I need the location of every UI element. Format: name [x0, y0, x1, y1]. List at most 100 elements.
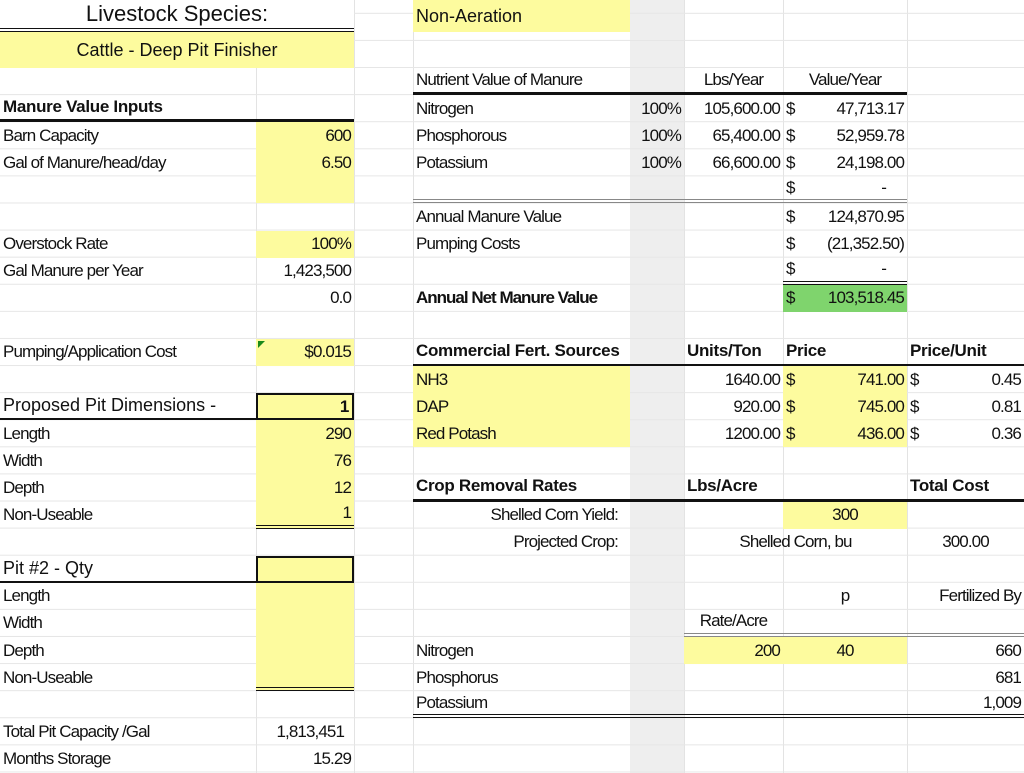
crop-nutrient-name: Phosphorus	[416, 667, 499, 687]
crop-total[interactable]: 660	[995, 640, 1022, 660]
crop-p-input[interactable]: 40	[783, 636, 907, 665]
nutrient-value[interactable]: $47,713.17	[783, 95, 907, 122]
amount: 103,518.45	[827, 288, 905, 308]
amount: 0.36	[991, 423, 1022, 443]
total-capacity-label: Total Pit Capacity /Gal	[3, 721, 150, 741]
pit1-nonuseable-label: Non-Useable	[3, 505, 93, 525]
barn-capacity-input[interactable]: 600	[256, 122, 354, 150]
net-value[interactable]: $103,518.45	[783, 284, 907, 312]
pit2-width-input[interactable]	[256, 609, 354, 637]
p-header: p	[840, 586, 850, 606]
yield-input[interactable]: 300	[783, 501, 907, 529]
nutrient-value[interactable]: $52,959.78	[783, 122, 907, 149]
crop-total[interactable]: 681	[995, 667, 1022, 687]
fert-units[interactable]: 1200.00	[724, 423, 781, 443]
pit1-depth-input[interactable]: 12	[256, 474, 354, 502]
nutrient-pct[interactable]: 100%	[641, 152, 682, 172]
system-type-cell[interactable]: Non-Aeration	[413, 0, 630, 32]
currency-symbol: $	[910, 369, 919, 389]
amount: 741.00	[857, 369, 905, 389]
nutrient-name: Nitrogen	[416, 98, 474, 118]
pumping-cost-label: Pumping/Application Cost	[3, 342, 177, 362]
pumping-costs-value[interactable]: $ (21,352.50)	[783, 231, 907, 258]
pit2-depth-label: Depth	[3, 640, 45, 660]
fert-name[interactable]: Red Potash	[413, 420, 630, 448]
amount: 24,198.00	[836, 152, 904, 172]
nutrient-lbs[interactable]: 65,400.00	[712, 125, 780, 145]
fert-unit-price[interactable]: $0.36	[907, 420, 1024, 447]
fert-unit-price[interactable]: $0.45	[907, 366, 1024, 393]
currency-symbol: $	[786, 207, 795, 227]
header-border	[783, 474, 907, 502]
amount: 0.45	[991, 369, 1022, 389]
annual-value[interactable]: $124,870.95	[783, 203, 907, 230]
annual-value-label: Annual Manure Value	[416, 207, 562, 227]
amount: -	[881, 177, 887, 197]
fert-price[interactable]: $436.00	[783, 420, 907, 448]
fert-units[interactable]: 1640.00	[724, 369, 781, 389]
net-value-label: Annual Net Manure Value	[416, 288, 598, 308]
nutrient-value[interactable]: $ -	[783, 176, 907, 204]
blank-input-cell[interactable]	[256, 176, 354, 204]
projected-crop-label: Projected Crop:	[513, 532, 619, 552]
nutrient-lbs[interactable]: 66,600.00	[712, 152, 780, 172]
heading-border	[256, 95, 354, 123]
pit1-label: Proposed Pit Dimensions -	[0, 393, 256, 421]
fert-name[interactable]: DAP	[413, 393, 630, 421]
pit1-length-input[interactable]: 290	[256, 420, 354, 448]
crop-total[interactable]: 1,009	[907, 691, 1024, 719]
amount: 124,870.95	[827, 207, 905, 227]
price-unit-header: Price/Unit	[907, 339, 1024, 367]
pit2-qty-input[interactable]	[256, 555, 354, 583]
pit2-depth-input[interactable]	[256, 636, 354, 665]
nutrient-pct[interactable]: 100%	[641, 125, 682, 145]
projected-total[interactable]: 300.00	[942, 532, 990, 552]
currency-symbol: $	[910, 396, 919, 416]
pit1-nonuseable-input[interactable]: 1	[256, 501, 354, 529]
total-capacity-value[interactable]: 1,813,451	[276, 721, 344, 741]
pit1-width-input[interactable]: 76	[256, 447, 354, 475]
projected-crop-value[interactable]: Shelled Corn, bu	[739, 532, 852, 552]
crop-rate-input[interactable]: 200	[684, 636, 783, 665]
pumping-cost-input[interactable]: $0.015	[256, 338, 354, 367]
pit2-length-label: Length	[3, 586, 51, 606]
gal-per-year-value[interactable]: 1,423,500	[283, 261, 351, 281]
fert-price[interactable]: $745.00	[783, 393, 907, 421]
currency-symbol: $	[786, 125, 795, 145]
fert-price[interactable]: $741.00	[783, 366, 907, 394]
extra-value[interactable]: 0.0	[330, 288, 352, 308]
nutrient-value[interactable]: $24,198.00	[783, 149, 907, 176]
nutrient-pct[interactable]: 100%	[641, 98, 682, 118]
overstock-label: Overstock Rate	[3, 234, 108, 254]
months-storage-value[interactable]: 15.29	[312, 748, 352, 768]
pit2-length-input[interactable]	[256, 582, 354, 610]
gal-per-head-input[interactable]: 6.50	[256, 149, 354, 177]
pit2-width-label: Width	[3, 613, 43, 633]
fert-name[interactable]: NH3	[413, 366, 630, 394]
fert-units[interactable]: 920.00	[733, 396, 781, 416]
currency-symbol: $	[786, 423, 795, 443]
species-cell[interactable]: Cattle - Deep Pit Finisher	[0, 32, 354, 68]
pit2-nonuseable-input[interactable]	[256, 664, 354, 692]
pit1-width-label: Width	[3, 450, 43, 470]
nutrient-blank-row	[413, 176, 783, 204]
blank-value[interactable]: $ -	[783, 258, 907, 285]
livestock-species-title: Livestock Species:	[0, 0, 354, 32]
crop-nutrient-name: Nitrogen	[416, 640, 474, 660]
total-cost-header: Total Cost	[907, 474, 1024, 502]
currency-symbol: $	[910, 423, 919, 443]
nutrient-heading: Nutrient Value of Manure	[413, 68, 684, 96]
comment-indicator-icon	[258, 340, 265, 348]
pit2-label: Pit #2 - Qty	[0, 556, 256, 583]
barn-capacity-label: Barn Capacity	[3, 125, 99, 145]
fert-unit-price[interactable]: $0.81	[907, 393, 1024, 420]
currency-symbol: $	[786, 234, 795, 254]
currency-symbol: $	[786, 369, 795, 389]
units-ton-header: Units/Ton	[684, 339, 783, 367]
overstock-input[interactable]: 100%	[256, 230, 354, 258]
pit1-qty-input[interactable]: 1	[256, 393, 354, 421]
nutrient-lbs[interactable]: 105,600.00	[703, 98, 781, 118]
lbs-year-header: Lbs/Year	[684, 68, 783, 96]
gal-per-year-label: Gal Manure per Year	[3, 261, 144, 281]
